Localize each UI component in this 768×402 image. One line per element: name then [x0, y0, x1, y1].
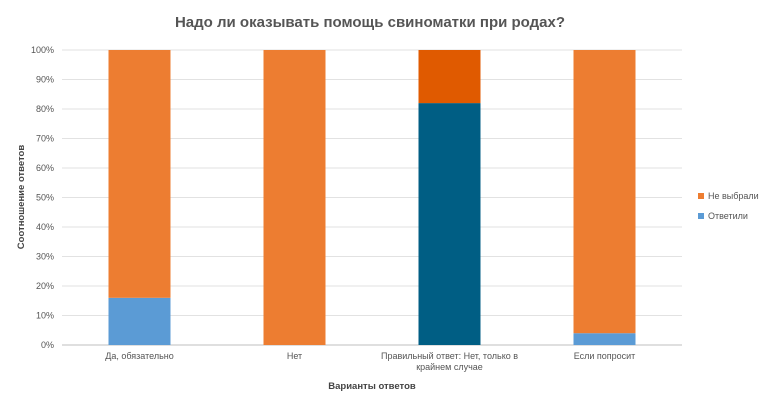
bar-segment [108, 50, 171, 298]
x-category-label: Правильный ответ: Нет, только в [381, 351, 518, 361]
y-tick-label: 20% [36, 281, 54, 291]
x-category-label: Нет [287, 351, 302, 361]
x-category-label: Если попросит [574, 351, 636, 361]
y-tick-label: 80% [36, 104, 54, 114]
legend-label: Не выбрали [708, 191, 759, 201]
bar-segment [108, 297, 171, 345]
y-tick-label: 30% [36, 252, 54, 262]
x-category-label: крайнем случае [416, 362, 483, 372]
y-tick-label: 10% [36, 311, 54, 321]
bars [108, 50, 636, 345]
y-tick-label: 60% [36, 163, 54, 173]
legend: Не выбрали Ответили [698, 191, 759, 221]
y-tick-label: 50% [36, 193, 54, 203]
y-axis-title: Соотношение ответов [16, 145, 27, 250]
y-tick-label: 40% [36, 222, 54, 232]
legend-label: Ответили [708, 211, 748, 221]
legend-swatch [698, 193, 704, 199]
y-tick-label: 0% [41, 340, 54, 350]
x-axis-title: Варианты ответов [328, 381, 416, 392]
bar-segment [418, 50, 481, 104]
y-tick-label: 100% [31, 45, 54, 55]
bar-segment [573, 50, 636, 334]
bar-segment [418, 103, 481, 345]
y-tick-label: 70% [36, 134, 54, 144]
bar-segment [263, 50, 326, 345]
y-tick-label: 90% [36, 75, 54, 85]
y-axis-ticks: 0% 10% 20% 30% 40% 50% 60% 70% 80% 90% 100% [31, 45, 54, 350]
bar-segment [573, 333, 636, 345]
x-category-label: Да, обязательно [105, 351, 174, 361]
chart-title: Надо ли оказывать помощь свиноматки при … [175, 14, 565, 31]
legend-swatch [698, 213, 704, 219]
x-axis-categories: Да, обязательно Нет Правильный ответ: Нет,… [105, 351, 635, 372]
